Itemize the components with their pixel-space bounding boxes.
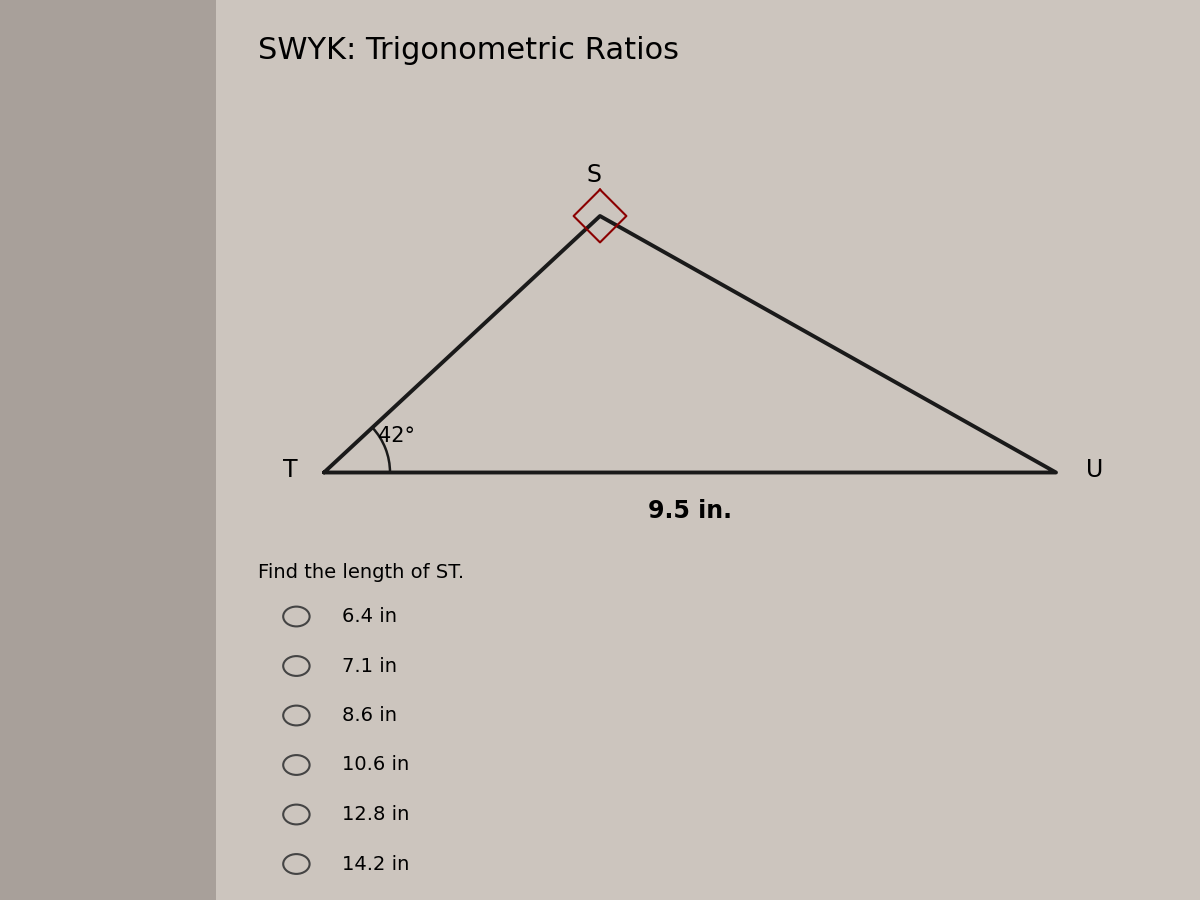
Text: Find the length of ST.: Find the length of ST. xyxy=(258,562,464,581)
Text: T: T xyxy=(283,458,298,482)
Text: 12.8 in: 12.8 in xyxy=(342,805,409,824)
Text: 9.5 in.: 9.5 in. xyxy=(648,500,732,524)
Text: 6.4 in: 6.4 in xyxy=(342,607,397,626)
Text: 7.1 in: 7.1 in xyxy=(342,656,397,676)
Text: 10.6 in: 10.6 in xyxy=(342,755,409,775)
Text: SWYK: Trigonometric Ratios: SWYK: Trigonometric Ratios xyxy=(258,36,679,65)
Text: 8.6 in: 8.6 in xyxy=(342,706,397,725)
Text: U: U xyxy=(1086,458,1103,482)
Text: S: S xyxy=(587,163,601,187)
Bar xyxy=(216,0,1200,900)
Text: 14.2 in: 14.2 in xyxy=(342,854,409,874)
Text: 42°: 42° xyxy=(378,426,415,446)
